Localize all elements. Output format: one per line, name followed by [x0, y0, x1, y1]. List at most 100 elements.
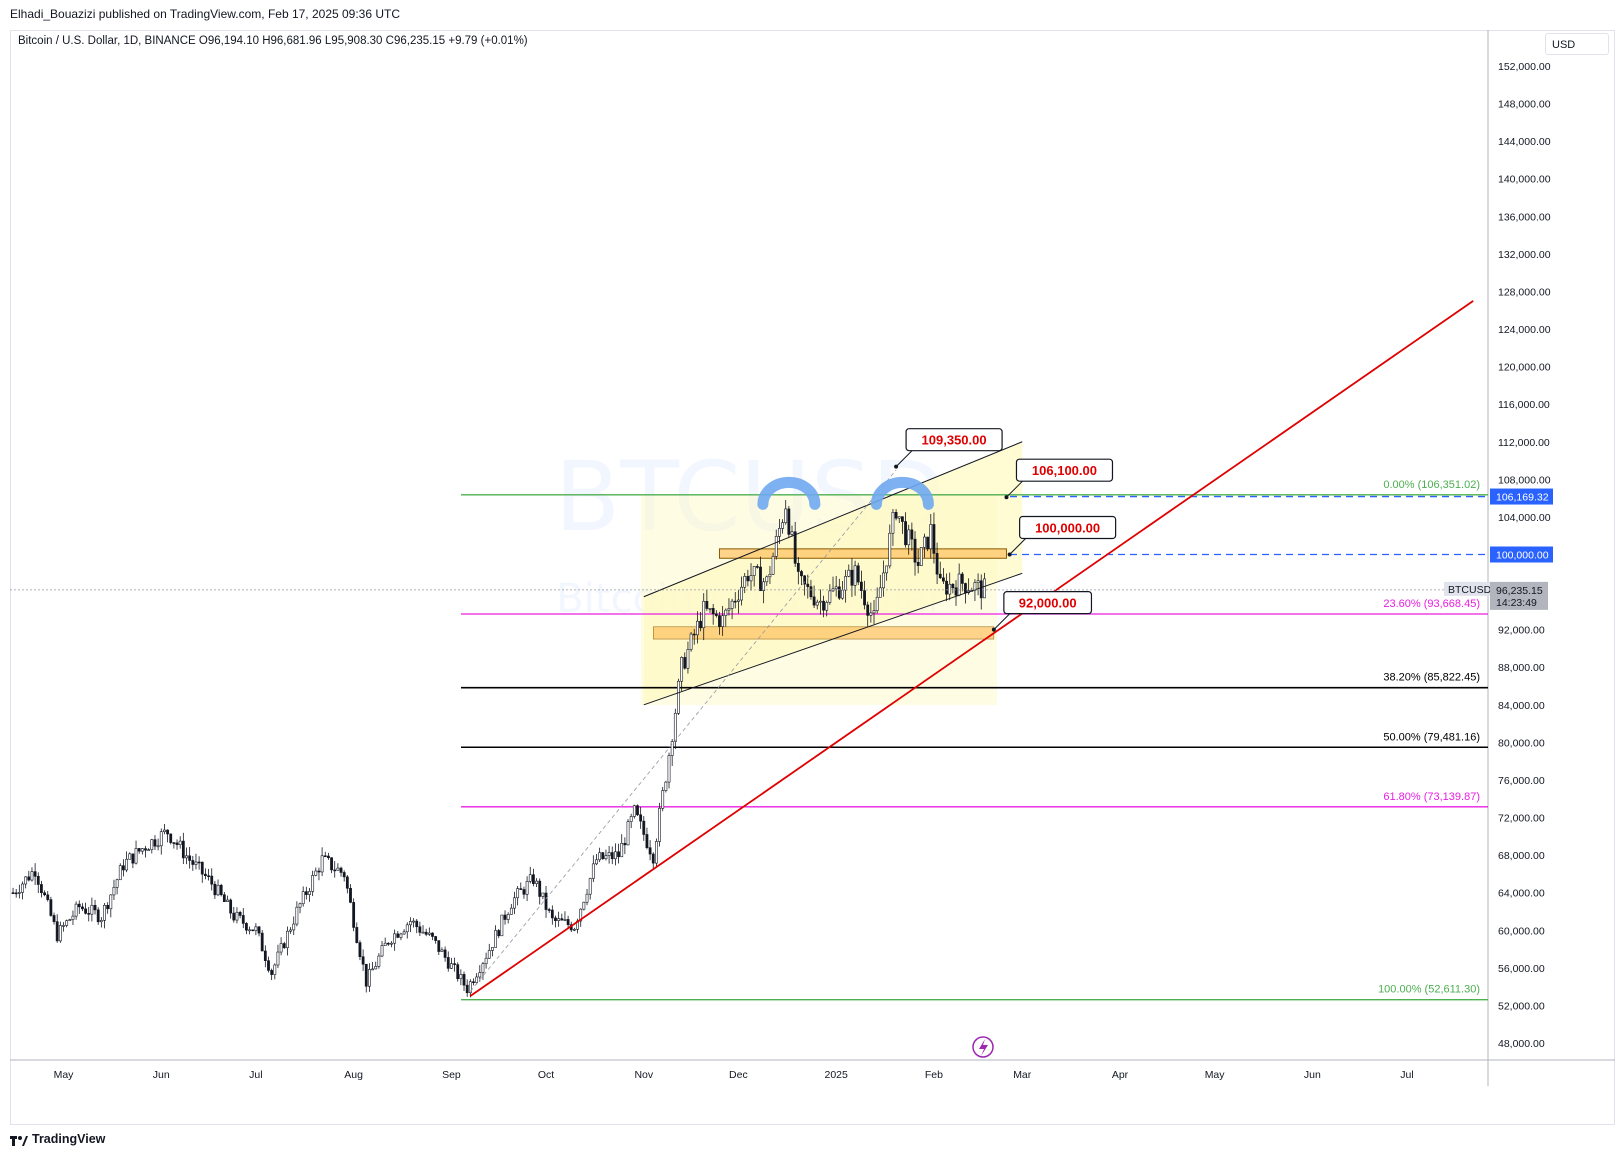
candle: [399, 932, 403, 941]
candle: [169, 833, 173, 845]
y-tick-label: 48,000.00: [1498, 1038, 1545, 1050]
x-tick-label: Nov: [634, 1069, 653, 1081]
candle: [226, 895, 229, 902]
candle: [336, 863, 340, 871]
candle-body: [232, 912, 236, 921]
candle: [601, 851, 605, 860]
x-tick-label: Dec: [729, 1069, 748, 1081]
lightning-icon: [979, 1039, 988, 1056]
candle-body: [472, 981, 475, 984]
candle: [24, 876, 28, 889]
candle-body: [579, 908, 583, 922]
y-tick-label: 52,000.00: [1498, 1000, 1545, 1012]
candle-body: [667, 755, 671, 783]
candle-body: [481, 963, 485, 973]
candle-body: [222, 894, 226, 902]
candle-body: [342, 872, 346, 878]
symbol-name: Bitcoin / U.S. Dollar, 1D, BINANCE: [18, 35, 196, 47]
candle: [311, 870, 315, 897]
candle-body: [396, 933, 400, 938]
candle-body: [636, 805, 639, 816]
candle-body: [724, 609, 728, 616]
last-price-badge: [1490, 581, 1548, 610]
candle: [308, 887, 311, 902]
candle: [689, 631, 693, 652]
candle-body: [30, 871, 34, 881]
candle: [257, 925, 261, 937]
candle: [547, 907, 551, 913]
candle: [478, 965, 482, 982]
candle: [178, 836, 182, 849]
support-resistance-zone: [653, 626, 995, 640]
candle: [749, 563, 753, 591]
candle-body: [711, 608, 715, 615]
chart-frame: [10, 30, 1615, 1125]
candle: [702, 593, 706, 641]
candle: [550, 905, 554, 925]
candle: [358, 940, 362, 961]
candle: [112, 879, 116, 901]
candle: [815, 599, 819, 610]
candle-body: [166, 829, 169, 835]
candle: [317, 867, 321, 881]
candle-body: [566, 919, 570, 925]
y-tick-label: 108,000.00: [1498, 474, 1551, 486]
candle: [834, 575, 838, 597]
candle-body: [960, 573, 964, 584]
candle: [159, 828, 163, 855]
candle-body: [878, 587, 882, 598]
last-price-text: 96,235.15: [1496, 585, 1543, 597]
candle-body: [409, 921, 412, 926]
candle-body: [462, 974, 466, 986]
candle-body: [484, 957, 488, 965]
candle-body: [762, 581, 766, 592]
candle-body: [487, 950, 491, 959]
candle: [513, 891, 516, 915]
currency-selector[interactable]: USD: [1545, 33, 1609, 55]
x-tick-label: May: [1205, 1069, 1226, 1081]
candle-body: [819, 600, 822, 603]
candle: [386, 942, 390, 946]
candle-body: [374, 966, 378, 970]
candle: [724, 608, 728, 627]
axes: 152,000.00 148,000.00 144,000.00 140,000.00…: [10, 30, 1615, 1086]
candle-body: [547, 909, 551, 911]
callout-box: [1019, 515, 1117, 540]
candle-body: [825, 602, 829, 611]
y-tick-label: 116,000.00: [1498, 399, 1550, 411]
candle-body: [771, 556, 775, 575]
candle-body: [456, 964, 460, 980]
fib-level-label: 38.20% (85,822.45): [1383, 672, 1480, 684]
candle-body: [207, 875, 210, 878]
candle-body: [850, 569, 854, 586]
candle: [979, 574, 983, 610]
candle-body: [692, 633, 696, 636]
candle: [431, 932, 434, 941]
candle-body: [273, 964, 277, 975]
candle: [393, 929, 397, 951]
candle-body: [77, 903, 81, 908]
candle: [43, 890, 46, 897]
candle: [730, 598, 734, 620]
candle: [342, 870, 346, 882]
candle: [475, 973, 479, 985]
candle: [468, 979, 472, 998]
candle: [456, 962, 460, 982]
candle: [591, 855, 595, 883]
candle-body: [740, 586, 743, 601]
low-value: 95,908.30: [331, 35, 383, 47]
candle-body: [289, 929, 292, 932]
candle-body: [52, 915, 56, 922]
low-label: L: [324, 35, 332, 47]
candle-body: [333, 869, 337, 872]
candle-body: [115, 879, 119, 888]
candle: [866, 601, 870, 627]
x-tick-label: May: [54, 1069, 75, 1081]
candle-body: [11, 892, 15, 894]
candle-body: [686, 649, 690, 669]
y-tick-label: 84,000.00: [1498, 700, 1545, 712]
candle: [714, 610, 718, 618]
candle: [787, 505, 791, 539]
candle-body: [267, 960, 270, 971]
